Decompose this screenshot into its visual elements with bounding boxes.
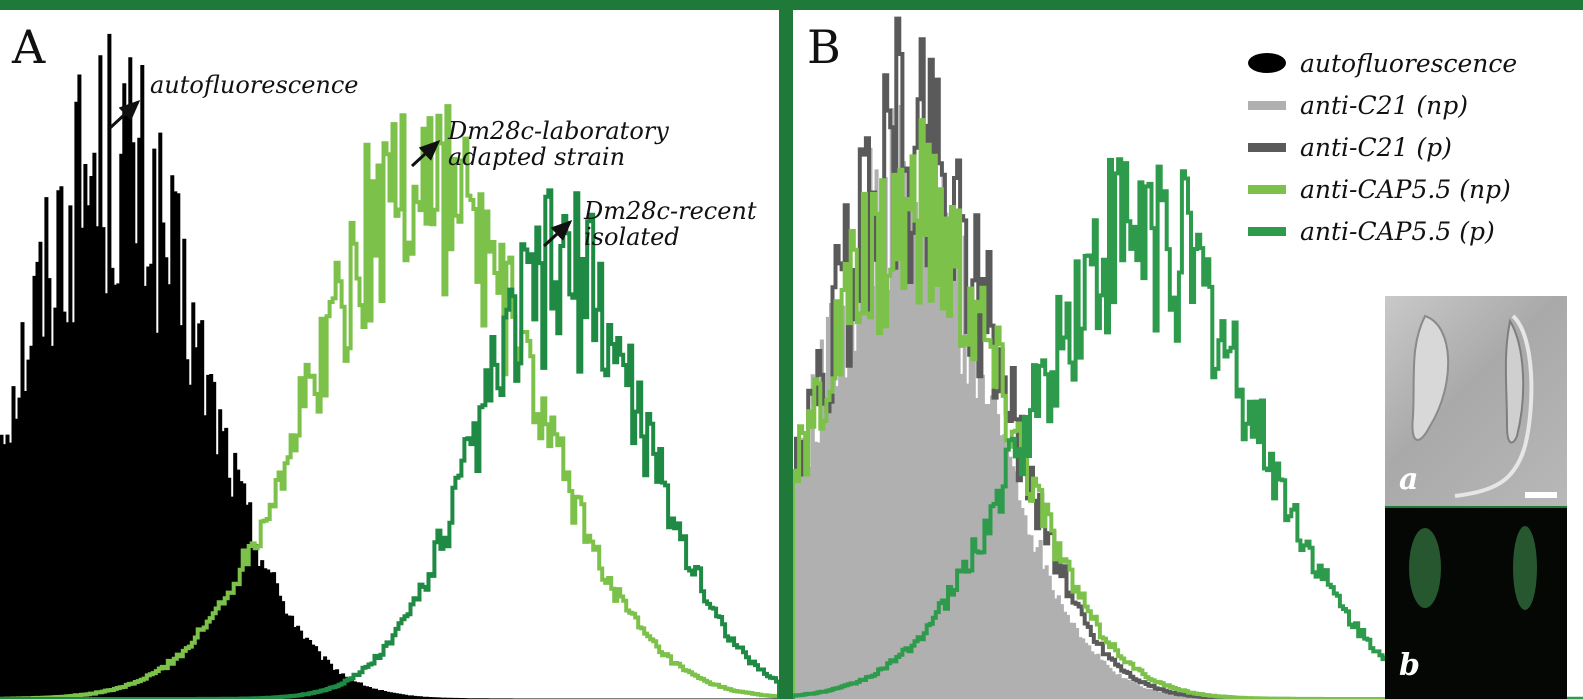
legend-swatch [1248, 226, 1286, 236]
legend-label: anti-CAP5.5 (np) [1300, 174, 1511, 204]
panel-divider [779, 0, 793, 699]
arrow-recent-isolate [542, 219, 573, 248]
annotation-lab-strain: Dm28c-laboratory adapted strain [448, 117, 669, 171]
arrow-autofluorescence [108, 99, 141, 130]
legend-label: anti-CAP5.5 (p) [1300, 216, 1495, 246]
panel-letter-a: A [12, 20, 46, 74]
micrograph-label-b: b [1399, 648, 1420, 683]
histogram-series [793, 118, 1583, 699]
annotation-arrows-a [108, 99, 573, 248]
legend-item: anti-CAP5.5 (p) [1248, 210, 1517, 252]
legend: autofluorescence anti-C21 (np) anti-C21 (p… [1248, 42, 1517, 252]
panel-a: A autofluorescence Dm28c-laboratory adap… [0, 10, 779, 699]
legend-item: anti-C21 (np) [1248, 84, 1517, 126]
legend-swatch [1248, 53, 1286, 73]
legend-swatch [1248, 142, 1286, 152]
panel-b: B autofluorescence anti-C21 (np) anti-C21 … [793, 10, 1583, 699]
legend-item: autofluorescence [1248, 42, 1517, 84]
legend-swatch [1248, 100, 1286, 110]
annotation-autofluorescence: autofluorescence [150, 71, 359, 99]
legend-item: anti-CAP5.5 (np) [1248, 168, 1517, 210]
annotation-recent-isolate: Dm28c-recent isolated [584, 197, 757, 251]
parasite-shape-a [1411, 314, 1534, 498]
legend-swatch [1248, 184, 1286, 194]
legend-label: autofluorescence [1300, 48, 1518, 78]
histogram-series [0, 104, 779, 699]
legend-label: anti-C21 (p) [1300, 132, 1452, 162]
arrow-lab-strain [410, 139, 441, 168]
micrograph-b-fluorescence: b [1385, 508, 1567, 699]
legend-label: anti-C21 (np) [1300, 90, 1468, 120]
micrograph-label-a: a [1399, 462, 1419, 497]
micrograph-inset: a b [1385, 296, 1567, 699]
scale-bar [1525, 492, 1557, 498]
histogram-series [0, 33, 779, 699]
micrograph-a-brightfield: a [1385, 296, 1567, 506]
fluorescent-parasites [1409, 526, 1537, 610]
panel-letter-b: B [807, 20, 841, 74]
legend-item: anti-C21 (p) [1248, 126, 1517, 168]
